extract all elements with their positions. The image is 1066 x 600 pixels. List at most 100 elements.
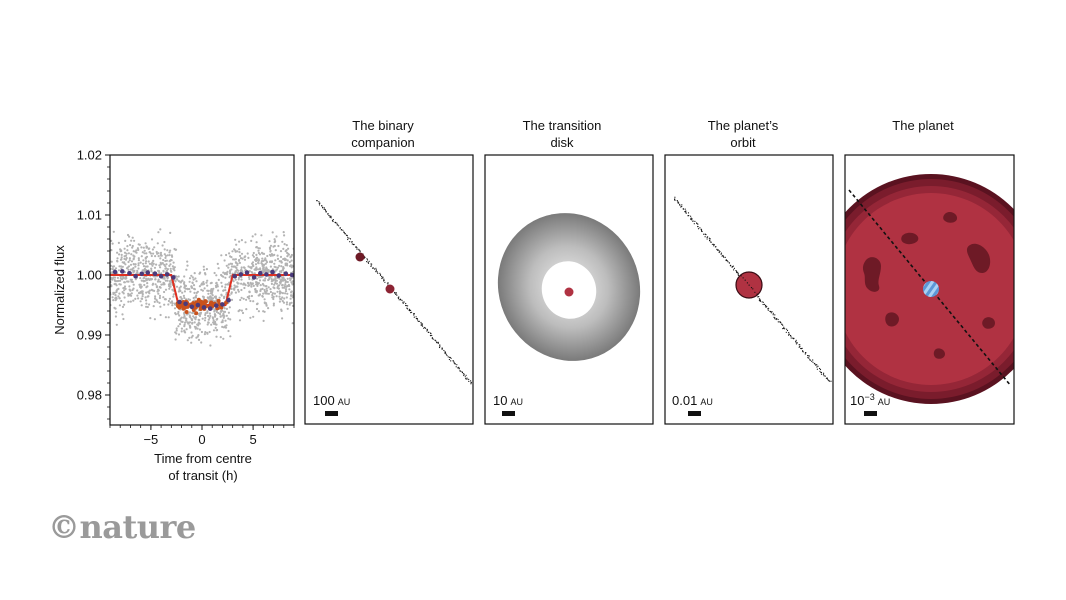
orbit-dot [383,279,385,281]
scatter-point [248,277,251,281]
scatter-point [132,283,135,286]
scatter-point [224,276,227,279]
orbit-dot [754,291,756,293]
scatter-point [227,317,230,320]
scatter-point [114,297,117,300]
orbit-dot [420,323,422,325]
scatter-point [262,310,265,313]
orbit-dot [418,320,420,322]
scatter-point [154,283,157,286]
orbit-dot [711,243,714,245]
orbit-dot [460,370,462,372]
scatter-point [211,294,214,297]
scatter-point [183,275,186,278]
scatter-point [194,318,197,321]
binned-point [189,304,195,310]
scatter-point [143,283,146,287]
binned-point [289,272,294,278]
scatter-point [168,287,171,290]
scatter-point [245,308,248,311]
scatter-point [126,266,129,269]
scatter-point [278,300,281,303]
scatter-point [183,290,186,293]
scatter-point [264,262,267,265]
orbit-dot [396,294,398,296]
scatter-point [124,239,127,242]
orbit-dot [417,320,419,322]
orbit-dot [682,208,684,210]
scatter-point [240,239,243,242]
binned-point [112,269,118,275]
orbit-dash [871,217,875,222]
orbit-dot [318,204,321,206]
orbit-dot [720,252,723,254]
scatter-point [162,296,165,299]
scatter-point [112,292,115,296]
panel-title: The planet [892,118,954,133]
scatter-point [268,277,271,280]
scatter-point [266,292,269,295]
scatter-point [167,316,170,319]
scatter-point [112,299,115,302]
scatter-point [164,298,167,301]
scatter-point [141,297,144,300]
binned-point [226,297,231,303]
scatter-point [224,289,227,292]
orbit-dot [802,351,804,353]
scale-bar [502,411,515,416]
orbit-dot [347,238,349,241]
scatter-point [260,234,263,237]
orbit-dot [687,212,690,214]
scatter-point [128,257,131,260]
scatter-point [134,265,137,268]
scatter-point [277,244,280,248]
orbit-dot [684,208,686,210]
orbit-dot [329,215,331,217]
scatter-point [125,256,128,260]
scatter-point [155,299,158,302]
scatter-point [191,281,194,284]
orbit-dot [685,210,687,212]
scatter-point [145,291,148,294]
binned-point [251,275,257,280]
scatter-point [262,284,265,287]
scatter-point [267,269,270,272]
scatter-point [279,297,282,300]
scatter-point [286,307,289,310]
scatter-point [243,286,246,290]
scatter-point [137,259,140,262]
scatter-point [205,281,208,284]
scatter-point [207,318,210,321]
scatter-point [158,270,161,273]
scatter-point [278,295,281,298]
binned-point [120,269,125,274]
scatter-point [116,260,119,263]
scatter-point [236,264,239,267]
scatter-point [270,280,273,283]
scatter-point [251,235,254,238]
scatter-point [256,268,259,271]
scatter-point [289,264,292,267]
scatter-point [243,266,246,269]
orbit-dot [323,208,325,210]
scatter-point [222,316,225,319]
scatter-point [287,253,290,256]
scatter-point [289,278,292,281]
orbit-dot [784,328,786,330]
scatter-point [223,272,226,275]
scatter-point [144,265,147,268]
orbit-dot [759,299,762,301]
scatter-point [253,268,256,271]
scatter-point [273,253,276,256]
orbit-dot [759,300,761,302]
scatter-point [241,311,245,315]
orbit-dot [375,271,377,273]
orbit-dot [421,324,423,326]
scatter-point [229,255,232,258]
orbit-dot [410,312,412,314]
orbit-dot [321,205,323,207]
scale-bar [864,411,877,416]
scatter-point [150,269,153,272]
orbit-dot [719,250,721,253]
scatter-point [189,290,192,293]
